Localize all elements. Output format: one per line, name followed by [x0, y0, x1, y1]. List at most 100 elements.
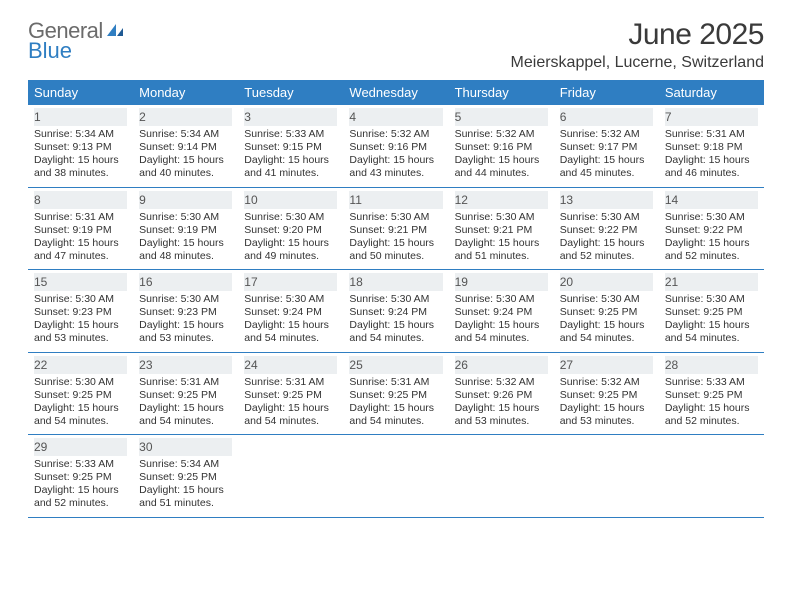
day-day2: and 52 minutes. — [560, 250, 653, 263]
day-sunrise: Sunrise: 5:33 AM — [34, 458, 127, 471]
day-cell: 8Sunrise: 5:31 AMSunset: 9:19 PMDaylight… — [28, 188, 133, 270]
header: General June 2025 Meierskappel, Lucerne,… — [28, 18, 764, 72]
day-day1: Daylight: 15 hours — [139, 237, 232, 250]
day-cell: 6Sunrise: 5:32 AMSunset: 9:17 PMDaylight… — [554, 105, 659, 187]
weekday-wednesday: Wednesday — [343, 80, 448, 105]
day-number: 11 — [349, 191, 442, 209]
day-sunrise: Sunrise: 5:30 AM — [244, 293, 337, 306]
day-number: 26 — [455, 356, 548, 374]
day-cell: 1Sunrise: 5:34 AMSunset: 9:13 PMDaylight… — [28, 105, 133, 187]
day-number: 8 — [34, 191, 127, 209]
day-number: 15 — [34, 273, 127, 291]
day-sunrise: Sunrise: 5:32 AM — [560, 128, 653, 141]
weekday-tuesday: Tuesday — [238, 80, 343, 105]
day-number: 28 — [665, 356, 758, 374]
day-sunrise: Sunrise: 5:30 AM — [139, 211, 232, 224]
day-cell: 5Sunrise: 5:32 AMSunset: 9:16 PMDaylight… — [449, 105, 554, 187]
day-day1: Daylight: 15 hours — [34, 319, 127, 332]
day-number: 16 — [139, 273, 232, 291]
day-number: 3 — [244, 108, 337, 126]
day-day1: Daylight: 15 hours — [665, 402, 758, 415]
day-day2: and 54 minutes. — [34, 415, 127, 428]
day-cell: 9Sunrise: 5:30 AMSunset: 9:19 PMDaylight… — [133, 188, 238, 270]
title-month: June 2025 — [511, 18, 764, 52]
week-row: 15Sunrise: 5:30 AMSunset: 9:23 PMDayligh… — [28, 270, 764, 353]
day-number: 19 — [455, 273, 548, 291]
day-cell: 12Sunrise: 5:30 AMSunset: 9:21 PMDayligh… — [449, 188, 554, 270]
day-cell: 20Sunrise: 5:30 AMSunset: 9:25 PMDayligh… — [554, 270, 659, 352]
day-sunrise: Sunrise: 5:32 AM — [560, 376, 653, 389]
day-day2: and 54 minutes. — [349, 415, 442, 428]
day-cell — [343, 435, 448, 517]
day-cell: 2Sunrise: 5:34 AMSunset: 9:14 PMDaylight… — [133, 105, 238, 187]
day-sunrise: Sunrise: 5:32 AM — [455, 376, 548, 389]
day-day2: and 47 minutes. — [34, 250, 127, 263]
weekday-monday: Monday — [133, 80, 238, 105]
day-cell: 29Sunrise: 5:33 AMSunset: 9:25 PMDayligh… — [28, 435, 133, 517]
day-cell: 28Sunrise: 5:33 AMSunset: 9:25 PMDayligh… — [659, 353, 764, 435]
day-day1: Daylight: 15 hours — [665, 237, 758, 250]
weekday-saturday: Saturday — [659, 80, 764, 105]
day-number: 23 — [139, 356, 232, 374]
day-day1: Daylight: 15 hours — [455, 402, 548, 415]
day-sunrise: Sunrise: 5:30 AM — [455, 211, 548, 224]
day-day2: and 54 minutes. — [560, 332, 653, 345]
day-day1: Daylight: 15 hours — [349, 402, 442, 415]
day-day1: Daylight: 15 hours — [139, 319, 232, 332]
day-day2: and 54 minutes. — [349, 332, 442, 345]
day-sunset: Sunset: 9:26 PM — [455, 389, 548, 402]
day-day2: and 54 minutes. — [244, 332, 337, 345]
week-row: 22Sunrise: 5:30 AMSunset: 9:25 PMDayligh… — [28, 353, 764, 436]
day-number: 24 — [244, 356, 337, 374]
day-day1: Daylight: 15 hours — [665, 154, 758, 167]
day-day1: Daylight: 15 hours — [244, 237, 337, 250]
day-day1: Daylight: 15 hours — [455, 154, 548, 167]
day-sunrise: Sunrise: 5:31 AM — [349, 376, 442, 389]
day-sunset: Sunset: 9:16 PM — [349, 141, 442, 154]
day-sunrise: Sunrise: 5:30 AM — [665, 211, 758, 224]
logo-sail-icon — [103, 18, 125, 44]
day-sunrise: Sunrise: 5:30 AM — [560, 293, 653, 306]
day-day2: and 52 minutes. — [665, 250, 758, 263]
day-number: 25 — [349, 356, 442, 374]
day-day1: Daylight: 15 hours — [560, 319, 653, 332]
day-cell — [659, 435, 764, 517]
day-cell: 7Sunrise: 5:31 AMSunset: 9:18 PMDaylight… — [659, 105, 764, 187]
day-cell: 17Sunrise: 5:30 AMSunset: 9:24 PMDayligh… — [238, 270, 343, 352]
day-sunset: Sunset: 9:24 PM — [349, 306, 442, 319]
day-sunrise: Sunrise: 5:30 AM — [455, 293, 548, 306]
day-cell: 26 Sunrise: 5:32 AMSunset: 9:26 PMDayligh… — [449, 353, 554, 435]
day-sunrise: Sunrise: 5:34 AM — [139, 458, 232, 471]
day-sunrise: Sunrise: 5:30 AM — [665, 293, 758, 306]
day-sunrise: Sunrise: 5:30 AM — [560, 211, 653, 224]
day-cell: 15Sunrise: 5:30 AMSunset: 9:23 PMDayligh… — [28, 270, 133, 352]
day-day2: and 54 minutes. — [244, 415, 337, 428]
day-day2: and 54 minutes. — [665, 332, 758, 345]
day-sunset: Sunset: 9:20 PM — [244, 224, 337, 237]
day-number: 27 — [560, 356, 653, 374]
day-sunset: Sunset: 9:24 PM — [455, 306, 548, 319]
day-sunset: Sunset: 9:14 PM — [139, 141, 232, 154]
day-day2: and 38 minutes. — [34, 167, 127, 180]
day-day2: and 48 minutes. — [139, 250, 232, 263]
day-number: 29 — [34, 438, 127, 456]
day-day2: and 53 minutes. — [34, 332, 127, 345]
day-cell: 14Sunrise: 5:30 AMSunset: 9:22 PMDayligh… — [659, 188, 764, 270]
day-day1: Daylight: 15 hours — [244, 402, 337, 415]
day-sunrise: Sunrise: 5:34 AM — [34, 128, 127, 141]
day-sunset: Sunset: 9:22 PM — [665, 224, 758, 237]
day-number: 7 — [665, 108, 758, 126]
day-cell: 25Sunrise: 5:31 AMSunset: 9:25 PMDayligh… — [343, 353, 448, 435]
day-sunrise: Sunrise: 5:31 AM — [665, 128, 758, 141]
day-day1: Daylight: 15 hours — [244, 154, 337, 167]
day-sunset: Sunset: 9:25 PM — [244, 389, 337, 402]
weekday-sunday: Sunday — [28, 80, 133, 105]
day-day1: Daylight: 15 hours — [560, 402, 653, 415]
day-day2: and 52 minutes. — [665, 415, 758, 428]
day-cell: 21Sunrise: 5:30 AMSunset: 9:25 PMDayligh… — [659, 270, 764, 352]
day-cell: 18Sunrise: 5:30 AMSunset: 9:24 PMDayligh… — [343, 270, 448, 352]
day-cell: 27Sunrise: 5:32 AMSunset: 9:25 PMDayligh… — [554, 353, 659, 435]
day-day1: Daylight: 15 hours — [34, 154, 127, 167]
day-sunset: Sunset: 9:25 PM — [665, 389, 758, 402]
day-day1: Daylight: 15 hours — [34, 402, 127, 415]
